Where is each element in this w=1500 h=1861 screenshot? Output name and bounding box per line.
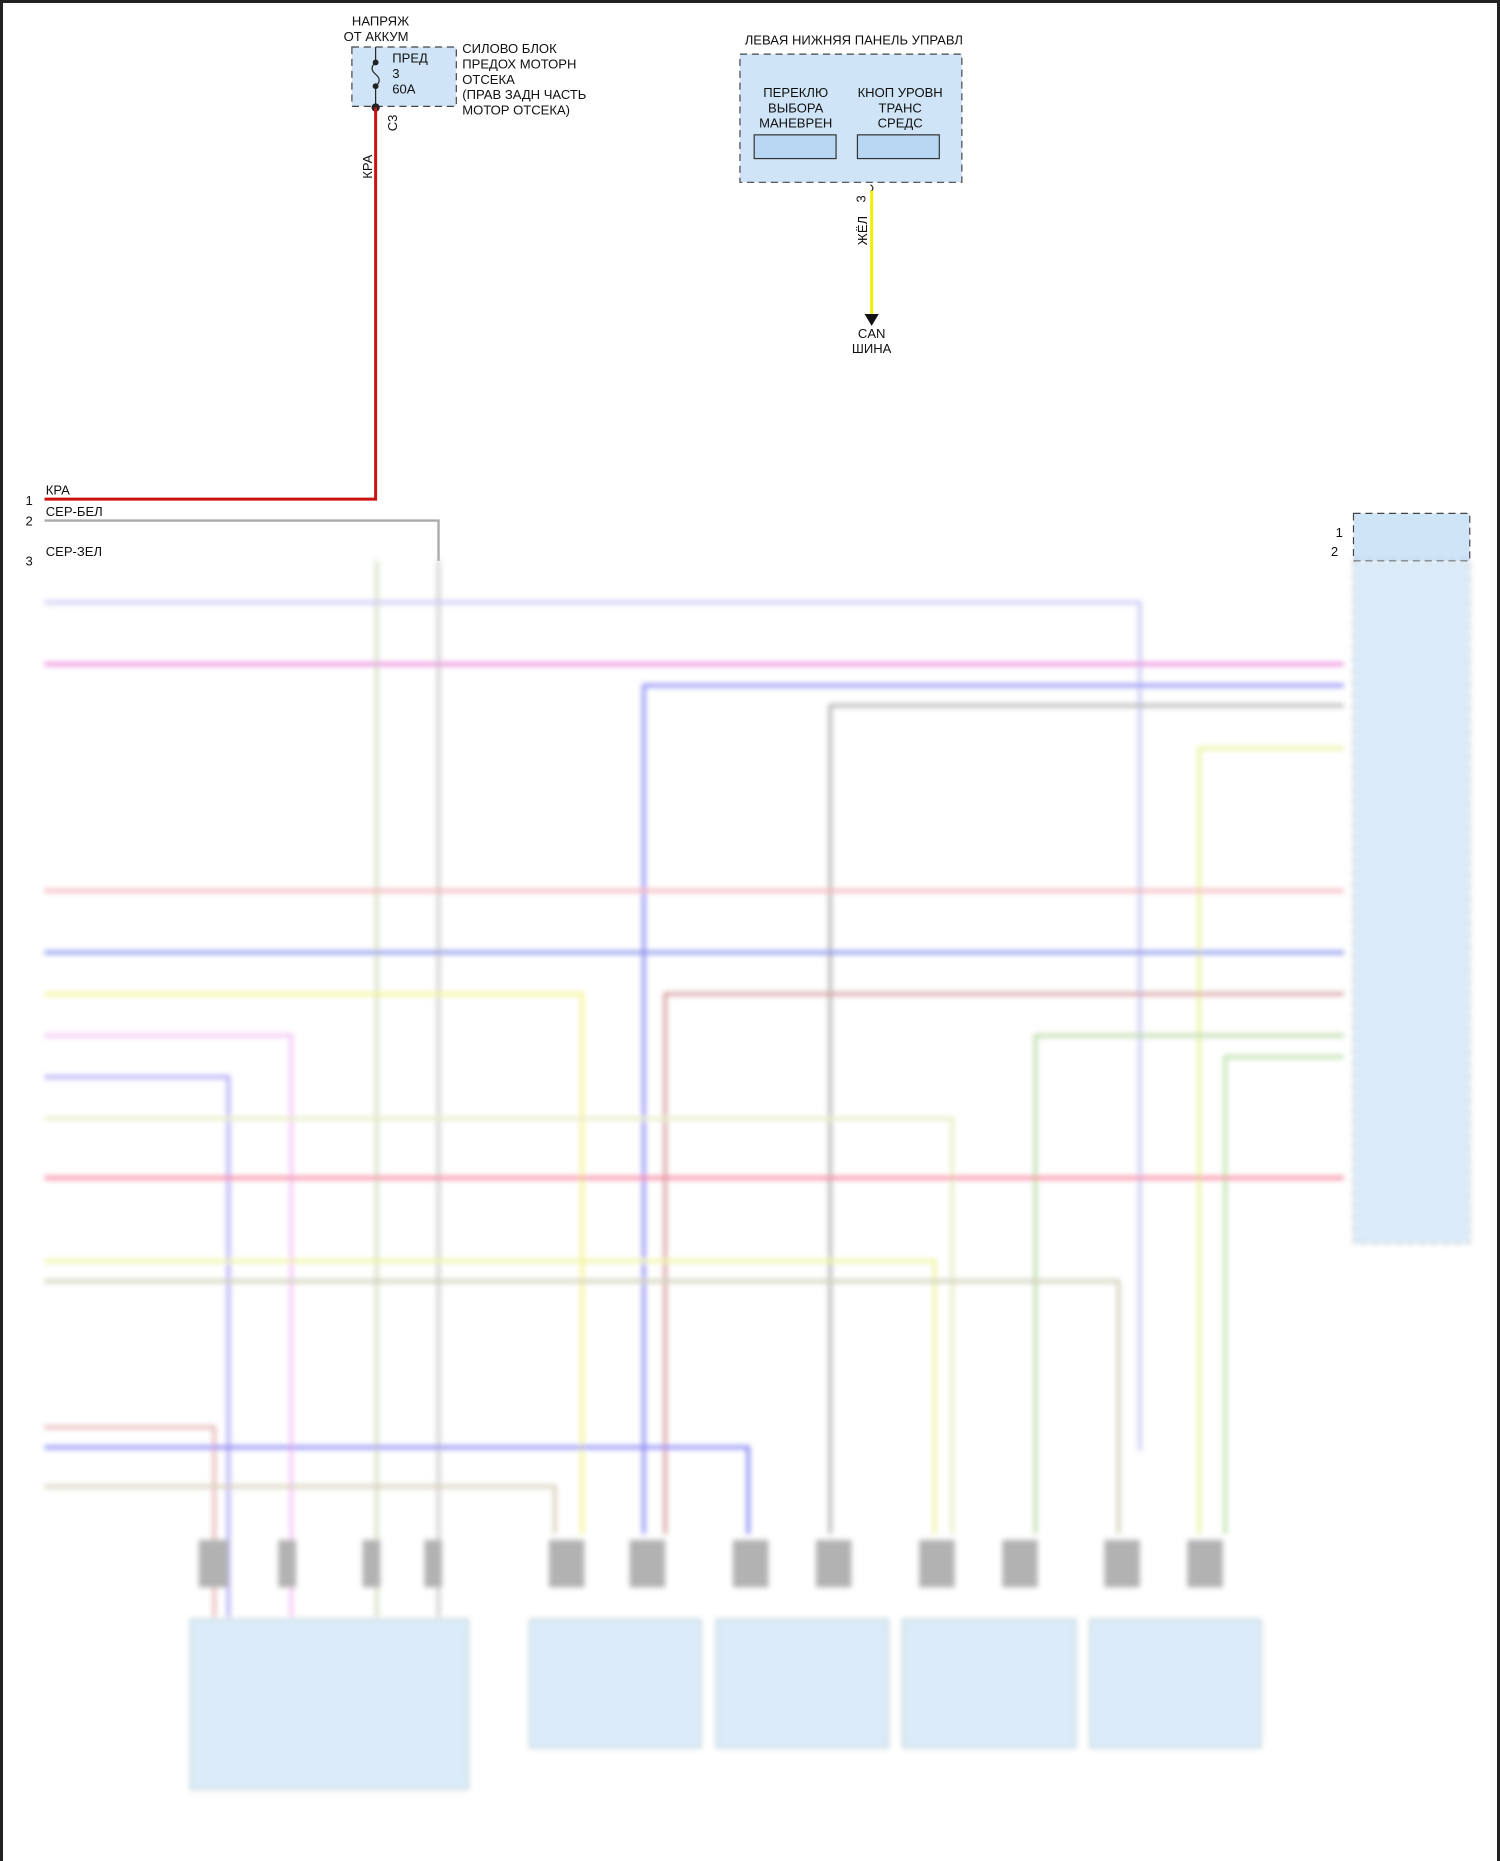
switch1-label: ПЕРЕКЛЮ — [763, 85, 828, 100]
blurred-region — [44, 560, 1471, 1790]
pin-number: 3 — [854, 195, 869, 202]
wire-color-label: ЖЁЛ — [855, 216, 870, 245]
power-wire — [44, 107, 378, 501]
switch2-label: СРЕДС — [878, 116, 923, 131]
pin-number: 1 — [1336, 525, 1343, 540]
panel-title: ЛЕВАЯ НИЖНЯЯ ПАНЕЛЬ УПРАВЛ — [745, 33, 963, 48]
can-label: CAN — [858, 326, 886, 341]
battery-label-1: НАПРЯЖ — [352, 14, 409, 29]
fuse-icon — [371, 62, 380, 87]
pin-number: 2 — [1331, 544, 1338, 559]
wire-label: СЕР-ЗЕЛ — [46, 544, 102, 559]
power-block-label: (ПРАВ ЗАДН ЧАСТЬ — [462, 87, 586, 102]
power-block-label: СИЛОВО БЛОК — [462, 41, 557, 56]
left-panel-box — [739, 53, 963, 183]
switch2-label: ТРАНС — [878, 100, 921, 115]
wire-color-label: КРА — [360, 154, 375, 178]
pin-number: 2 — [26, 513, 33, 528]
pin-number: 1 — [26, 493, 33, 508]
power-block-label: ПРЕДОХ МОТОРН — [462, 56, 576, 71]
power-block-label: ОТСЕКА — [462, 72, 515, 87]
wire-label: СЕР-БЕЛ — [46, 504, 103, 519]
switch2-label: КНОП УРОВН — [858, 85, 943, 100]
fuse-box — [351, 46, 457, 107]
suspension-level-button — [856, 134, 940, 160]
battery-label-2: ОТ АККУМ — [344, 29, 409, 44]
maneuver-switch — [753, 134, 837, 160]
diagram-canvas: НАПРЯЖ ОТ АККУМ ПРЕД 3 60A СИЛОВО БЛОК П… — [26, 14, 1471, 1790]
fuse-name: ПРЕД — [392, 50, 428, 65]
switch1-label: МАНЕВРЕН — [759, 116, 832, 131]
arrow-down-icon — [864, 314, 879, 326]
wire-label: КРА — [46, 482, 70, 497]
fuse-rating: 60A — [392, 81, 416, 96]
fuse-node — [372, 59, 379, 66]
fuse-number: 3 — [392, 66, 399, 81]
connector-label: С3 — [385, 115, 400, 132]
can-label: ШИНА — [852, 341, 892, 356]
right-connector-box — [1352, 512, 1471, 562]
pin-number: 3 — [26, 554, 33, 569]
wire-grey-white — [44, 519, 440, 561]
switch1-label: ВЫБОРА — [768, 100, 824, 115]
power-block-label: МОТОР ОТСЕКА) — [462, 103, 570, 118]
